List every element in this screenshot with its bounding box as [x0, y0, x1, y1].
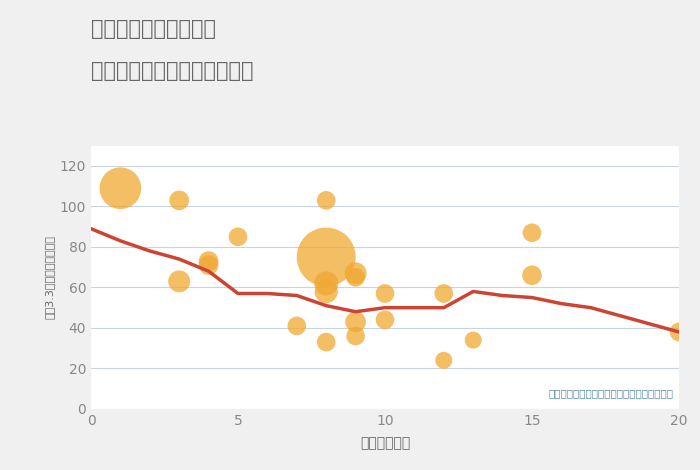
Point — [350, 269, 361, 277]
Point — [350, 318, 361, 326]
Point — [379, 316, 391, 323]
Y-axis label: 坪（3.3㎡）単価（万円）: 坪（3.3㎡）単価（万円） — [44, 235, 54, 319]
Point — [350, 274, 361, 281]
Point — [526, 272, 538, 279]
Text: 駅距離別中古マンション価格: 駅距離別中古マンション価格 — [91, 61, 253, 81]
Point — [203, 261, 214, 269]
Point — [321, 196, 332, 204]
Point — [321, 253, 332, 261]
Point — [526, 229, 538, 236]
Point — [468, 337, 479, 344]
X-axis label: 駅距離（分）: 駅距離（分） — [360, 436, 410, 450]
Point — [115, 184, 126, 192]
Point — [438, 290, 449, 297]
Point — [203, 258, 214, 265]
Text: 円の大きさは、取引のあった物件面積を示す: 円の大きさは、取引のあった物件面積を示す — [548, 388, 673, 399]
Point — [174, 278, 185, 285]
Text: 奈良県橿原市別所町の: 奈良県橿原市別所町の — [91, 19, 216, 39]
Point — [321, 338, 332, 346]
Point — [438, 357, 449, 364]
Point — [673, 328, 685, 336]
Point — [350, 332, 361, 340]
Point — [291, 322, 302, 329]
Point — [174, 196, 185, 204]
Point — [321, 288, 332, 295]
Point — [321, 280, 332, 287]
Point — [379, 290, 391, 297]
Point — [232, 233, 244, 241]
